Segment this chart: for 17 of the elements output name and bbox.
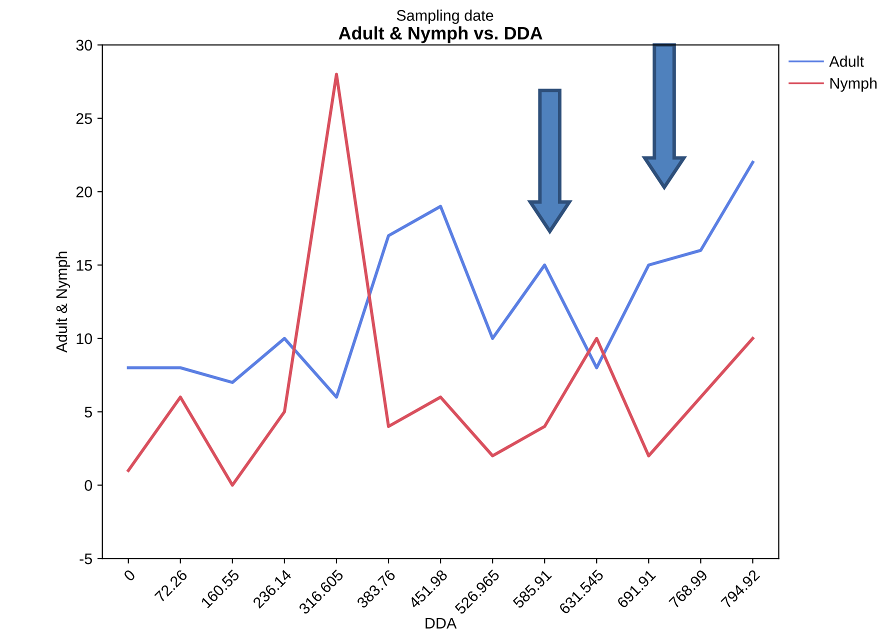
y-tick-label: 15 bbox=[76, 260, 92, 271]
line-series bbox=[126, 160, 754, 399]
legend-label: Adult bbox=[829, 56, 864, 67]
y-tick-label: -5 bbox=[80, 554, 92, 564]
line-series bbox=[126, 72, 754, 487]
y-axis-title: Adult & Nymph bbox=[56, 252, 70, 353]
text: Sampling date bbox=[396, 10, 494, 24]
x-axis-title: DDA bbox=[426, 618, 457, 628]
y-tick-label: 30 bbox=[76, 40, 92, 51]
legend-label: Nymph bbox=[830, 78, 877, 92]
y-tick-label: 10 bbox=[76, 333, 92, 344]
y-tick-label: 5 bbox=[84, 406, 92, 418]
y-tick-label: 0 bbox=[84, 480, 92, 491]
y-tick-label: 20 bbox=[76, 186, 92, 198]
x-tick-label: 0 bbox=[123, 568, 136, 582]
chart-title: Adult & Nymph vs. DDA bbox=[338, 26, 542, 44]
y-tick-label: 25 bbox=[76, 113, 92, 124]
